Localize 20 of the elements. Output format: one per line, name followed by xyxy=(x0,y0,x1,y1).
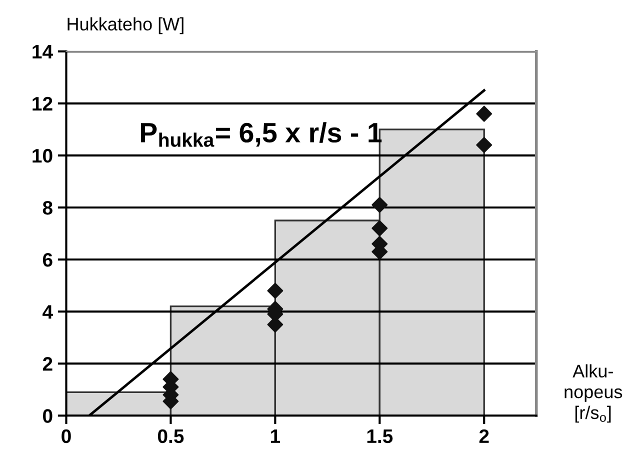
point xyxy=(372,196,388,213)
y-axis-title: Hukkateho [W] xyxy=(68,17,184,34)
y-tick-label: 12 xyxy=(32,96,52,110)
x-axis-title: Alku- nopeus [r/s$_{o}$] xyxy=(564,364,622,423)
point xyxy=(476,106,492,122)
x-tick-label: 1.5 xyxy=(367,430,393,444)
point xyxy=(372,220,388,236)
point xyxy=(476,137,492,154)
point xyxy=(267,282,284,299)
y-tick-label: 6 xyxy=(42,252,52,267)
y-tick-label: 10 xyxy=(32,148,52,163)
y-tick-label: 0 xyxy=(43,409,52,423)
y-tick-label: 4 xyxy=(42,305,53,319)
x-tick-label: 0.5 xyxy=(158,429,184,444)
y-tick-label: 14 xyxy=(32,45,53,58)
x-tick-label: 2 xyxy=(479,429,489,443)
y-tick-label: 8 xyxy=(42,200,52,215)
x-tick-label: 1 xyxy=(271,430,280,443)
x-tick-label: 0 xyxy=(62,429,71,444)
y-tick-label: 2 xyxy=(42,357,52,371)
